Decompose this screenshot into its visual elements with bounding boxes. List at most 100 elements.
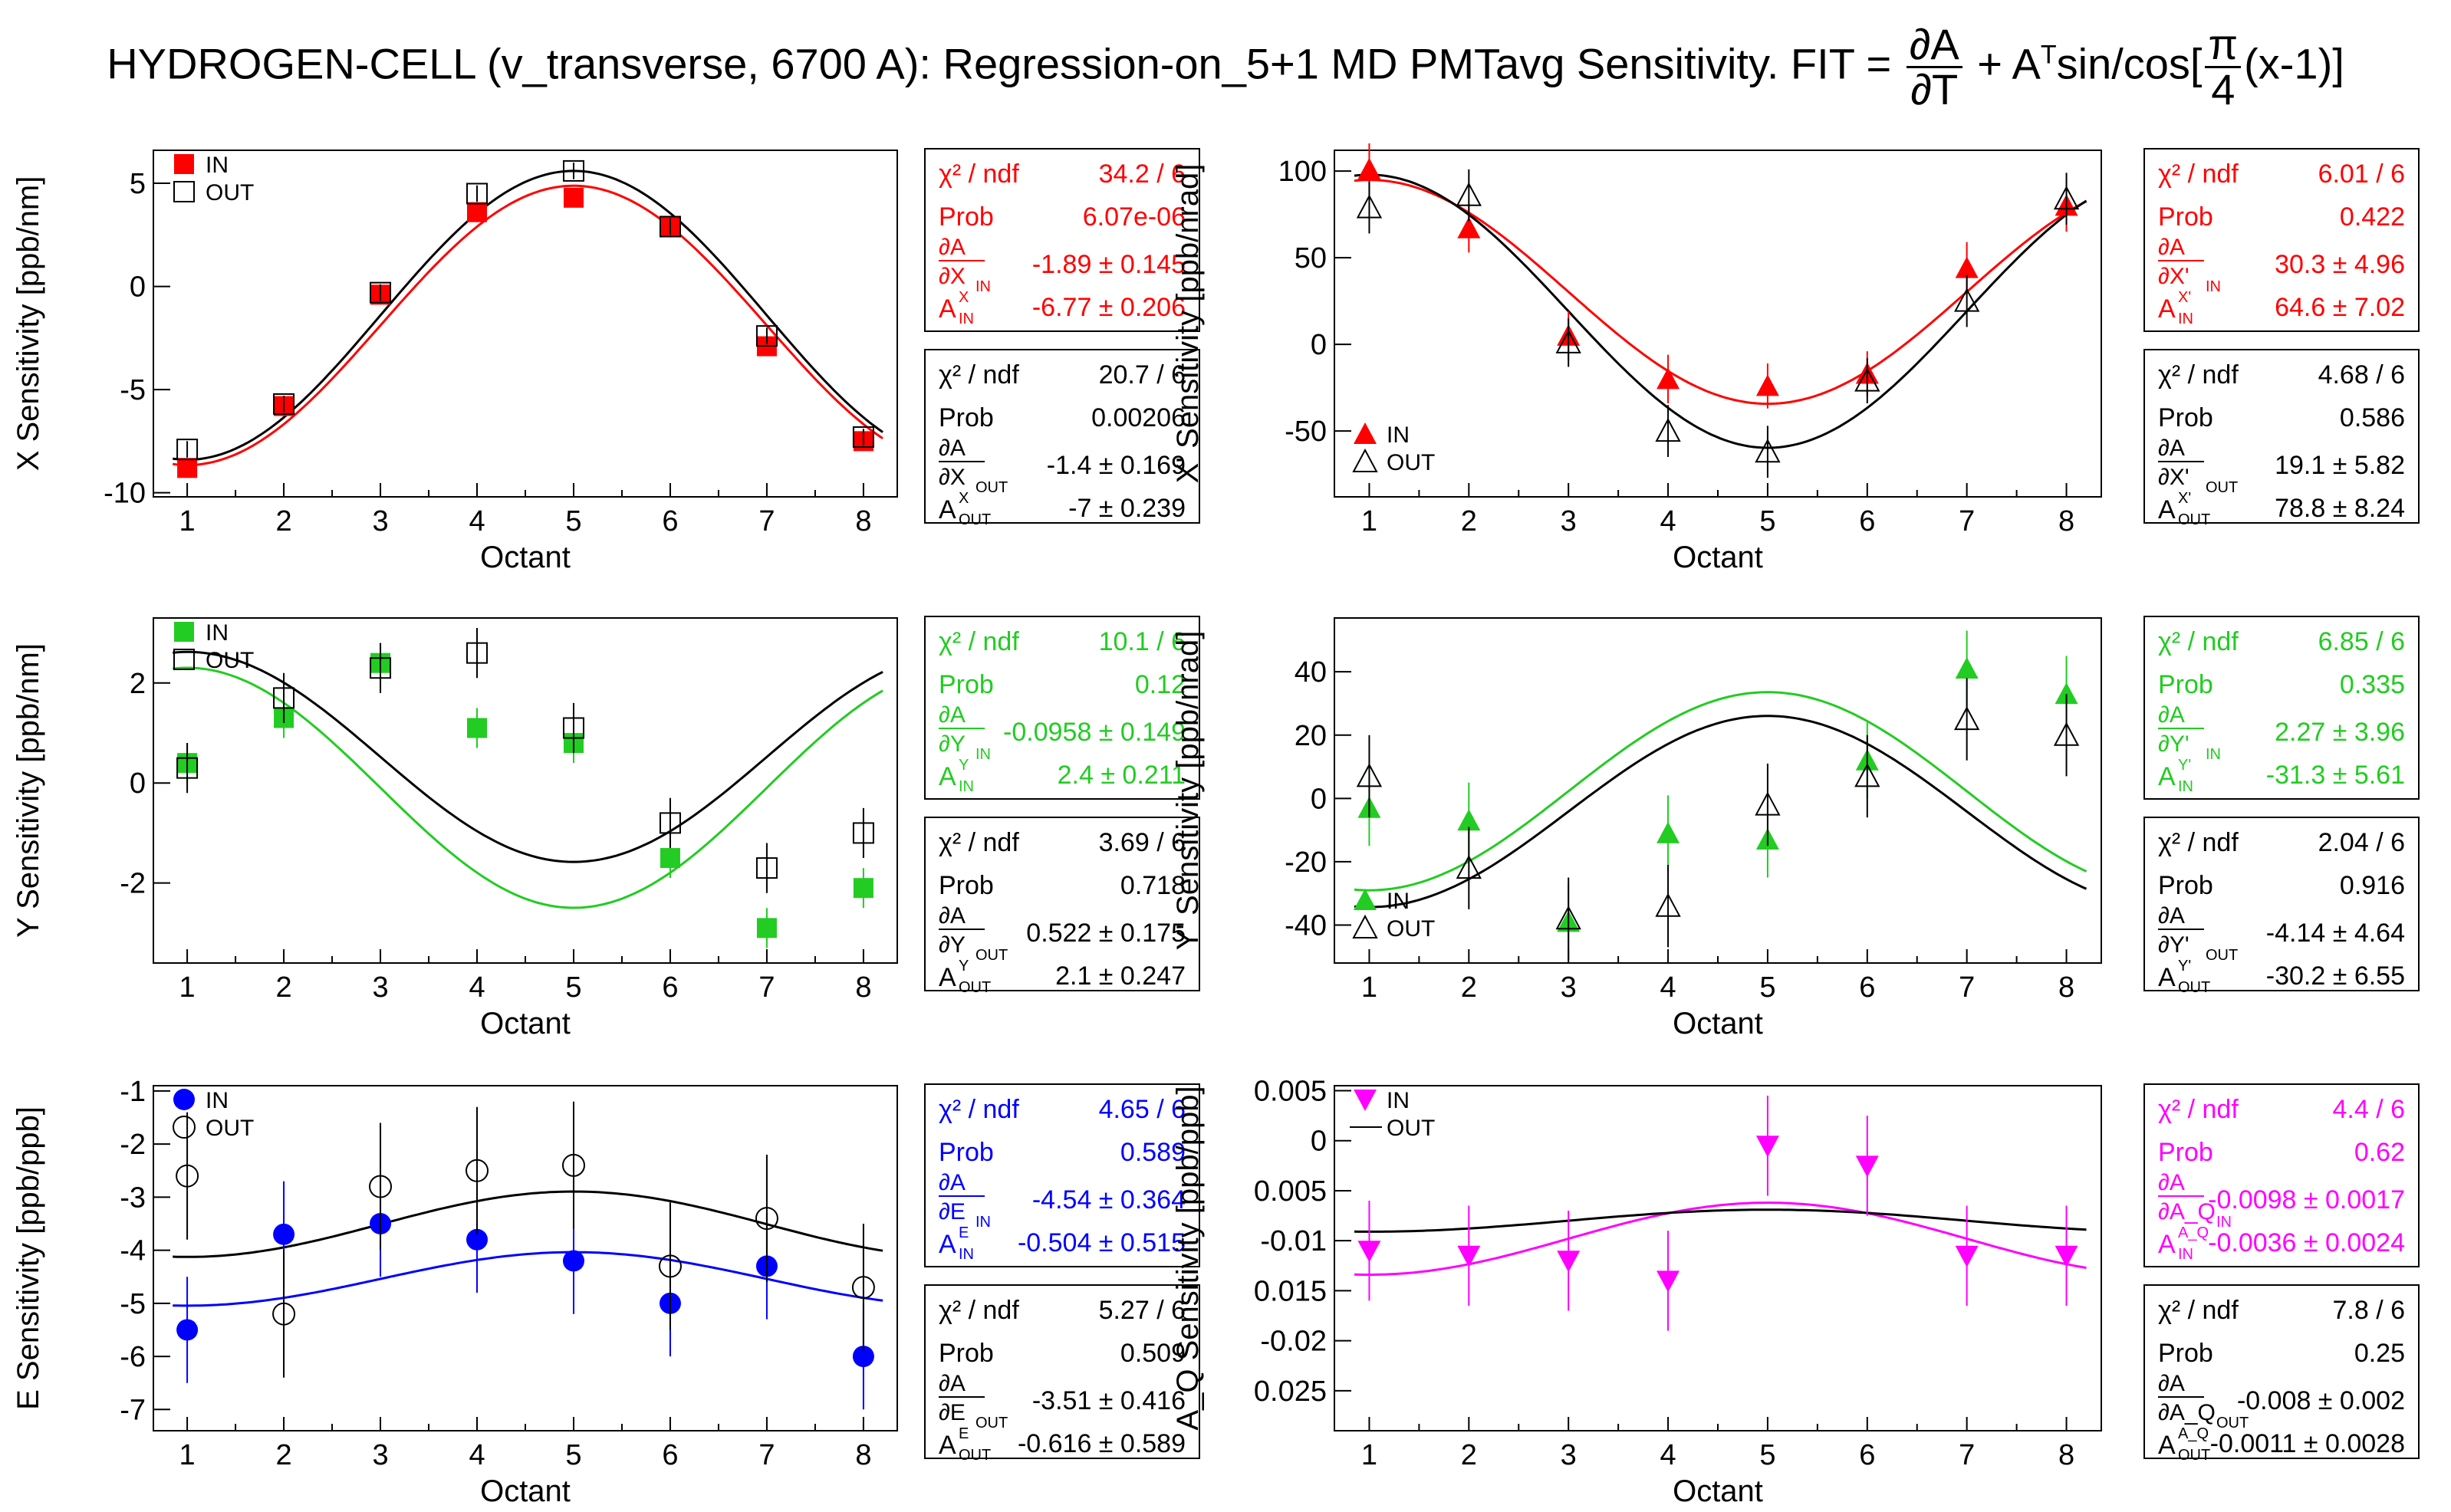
stat-amp-label: A xyxy=(2158,762,2176,791)
x-tick-label: 5 xyxy=(565,505,581,537)
stats-box-frame xyxy=(2143,817,2420,991)
stat-slope-value: -1.89 ± 0.145 xyxy=(1032,250,1186,279)
stat-chi2-label: χ² / ndf xyxy=(939,159,1019,189)
title-fraction: ∂A ∂T xyxy=(1906,23,1962,111)
stat-amp-sub: OUT xyxy=(2178,1447,2210,1464)
x-tick-label: 1 xyxy=(179,505,196,537)
stat-slope-den: ∂Y xyxy=(939,731,966,757)
data-point-in xyxy=(177,458,198,478)
stat-slope-value: 19.1 ± 5.82 xyxy=(2275,451,2405,480)
x-tick-label: 5 xyxy=(565,971,581,1004)
y-tick-label: 20 xyxy=(1295,720,1327,752)
x-tick-label: 8 xyxy=(2058,1439,2074,1471)
y-tick-label: -0.02 xyxy=(1260,1326,1327,1358)
stat-amp-value: -0.504 ± 0.515 xyxy=(1018,1228,1186,1257)
data-point-out xyxy=(1954,288,1980,312)
stat-amp-sup: A_Q xyxy=(2178,1425,2209,1442)
data-point-out xyxy=(1456,855,1482,879)
stat-prob-label: Prob xyxy=(2158,403,2213,432)
data-point-out xyxy=(1655,418,1681,442)
stat-prob-label: Prob xyxy=(939,403,994,432)
stat-slope-value: -0.008 ± 0.002 xyxy=(2237,1386,2405,1415)
data-point-out xyxy=(466,642,489,664)
data-point-in xyxy=(1656,821,1680,843)
stat-slope-sub: OUT xyxy=(2206,479,2238,496)
stat-slope-sub: IN xyxy=(2206,746,2221,763)
data-point-in xyxy=(273,1223,295,1245)
legend-label: OUT xyxy=(1387,450,1435,475)
stat-amp-sup: E xyxy=(959,1425,969,1442)
y-tick-label: -4 xyxy=(120,1235,146,1267)
data-point-out xyxy=(561,1153,585,1177)
stat-amp-label: A xyxy=(2158,294,2176,324)
x-tick-label: 8 xyxy=(2058,505,2074,537)
x-axis-title: Octant xyxy=(480,541,571,574)
x-tick-label: 7 xyxy=(1959,505,1975,537)
stat-amp-label: A xyxy=(939,1431,956,1460)
stat-amp-sup: X xyxy=(959,289,969,306)
stats-box: χ² / ndf 3.69 / 6 Prob 0.718 ∂A ∂Y OUT 0.522 ± … xyxy=(924,817,1200,996)
stats-box: χ² / ndf 6.85 / 6 Prob 0.335 ∂A ∂Y' IN 2.27 ± 3… xyxy=(2143,616,2420,800)
data-point-out xyxy=(852,426,874,448)
x-tick-label: 8 xyxy=(2058,971,2074,1004)
panel-4: 1 2 3 4 5 6 7 8 Octant -1 -2 -3 -4 -5 -6 -7 E Sensitivit… xyxy=(12,1076,1200,1508)
legend-marker xyxy=(1354,1090,1377,1111)
y-tick-label: -2 xyxy=(120,1129,146,1161)
stats-box-frame xyxy=(924,616,1200,800)
stat-prob-label: Prob xyxy=(939,1138,994,1167)
legend-label: IN xyxy=(1387,422,1410,448)
data-point-out xyxy=(1655,892,1681,917)
y-tick-label: -3 xyxy=(120,1182,146,1214)
stat-prob-value: 6.07e-06 xyxy=(1083,202,1186,232)
y-tick-label: -7 xyxy=(120,1394,146,1426)
y-axis-title: A_Q Sensitivity [ppb/ppb] xyxy=(1171,1086,1205,1430)
data-point-in xyxy=(176,1319,199,1341)
x-tick-label: 4 xyxy=(469,971,485,1004)
y-tick-label: -40 xyxy=(1285,909,1327,942)
stats-box-frame xyxy=(924,817,1200,991)
x-tick-label: 3 xyxy=(372,505,388,537)
data-point-out xyxy=(273,393,295,415)
stat-amp-sup: X' xyxy=(2178,289,2191,306)
legend-label: OUT xyxy=(206,180,254,205)
stat-slope-num: ∂A xyxy=(2158,1371,2185,1396)
x-tick-label: 6 xyxy=(662,971,678,1004)
data-point-in xyxy=(2055,1245,2078,1267)
stat-slope-den: ∂X xyxy=(939,465,966,490)
stat-slope-sub: OUT xyxy=(975,947,1008,964)
y-axis-title: X Sensitivity [ppb/nm] xyxy=(12,176,45,472)
x-tick-label: 5 xyxy=(1759,1439,1775,1471)
data-point-out xyxy=(1456,182,1482,206)
x-tick-label: 3 xyxy=(372,971,388,1004)
stat-prob-label: Prob xyxy=(2158,871,2213,900)
legend-label: OUT xyxy=(1387,1116,1435,1141)
fit-curve-out xyxy=(173,650,883,863)
y-tick-label: -0.01 xyxy=(1260,1225,1327,1257)
data-point-in xyxy=(1755,374,1779,396)
stats-box-frame xyxy=(924,349,1200,524)
stat-slope-value: -0.0958 ± 0.149 xyxy=(1003,718,1186,747)
fit-curve-out xyxy=(1354,173,2087,449)
data-point-out xyxy=(370,281,392,304)
stat-amp-sup: A_Q xyxy=(2178,1224,2209,1241)
data-point-out xyxy=(1555,329,1581,353)
legend-marker xyxy=(173,649,195,670)
stat-prob-label: Prob xyxy=(939,1339,994,1368)
fit-curve-out xyxy=(173,169,883,462)
data-point-in xyxy=(466,1228,489,1251)
stat-prob-value: 0.12 xyxy=(1135,670,1186,699)
data-point-in xyxy=(1855,1155,1879,1178)
data-point-in xyxy=(467,202,488,222)
plot-frame xyxy=(153,150,898,498)
stat-slope-value: -0.0098 ± 0.0017 xyxy=(2208,1185,2405,1215)
stat-prob-value: 0.25 xyxy=(2354,1339,2405,1368)
legend-marker xyxy=(1352,448,1378,472)
y-tick-label: 0 xyxy=(1311,329,1327,361)
stat-amp-sub: OUT xyxy=(959,511,991,528)
data-point-out xyxy=(176,1164,199,1188)
stat-prob-value: 0.422 xyxy=(2340,202,2405,232)
data-point-out xyxy=(562,717,584,739)
stat-amp-sup: Y xyxy=(959,958,969,975)
